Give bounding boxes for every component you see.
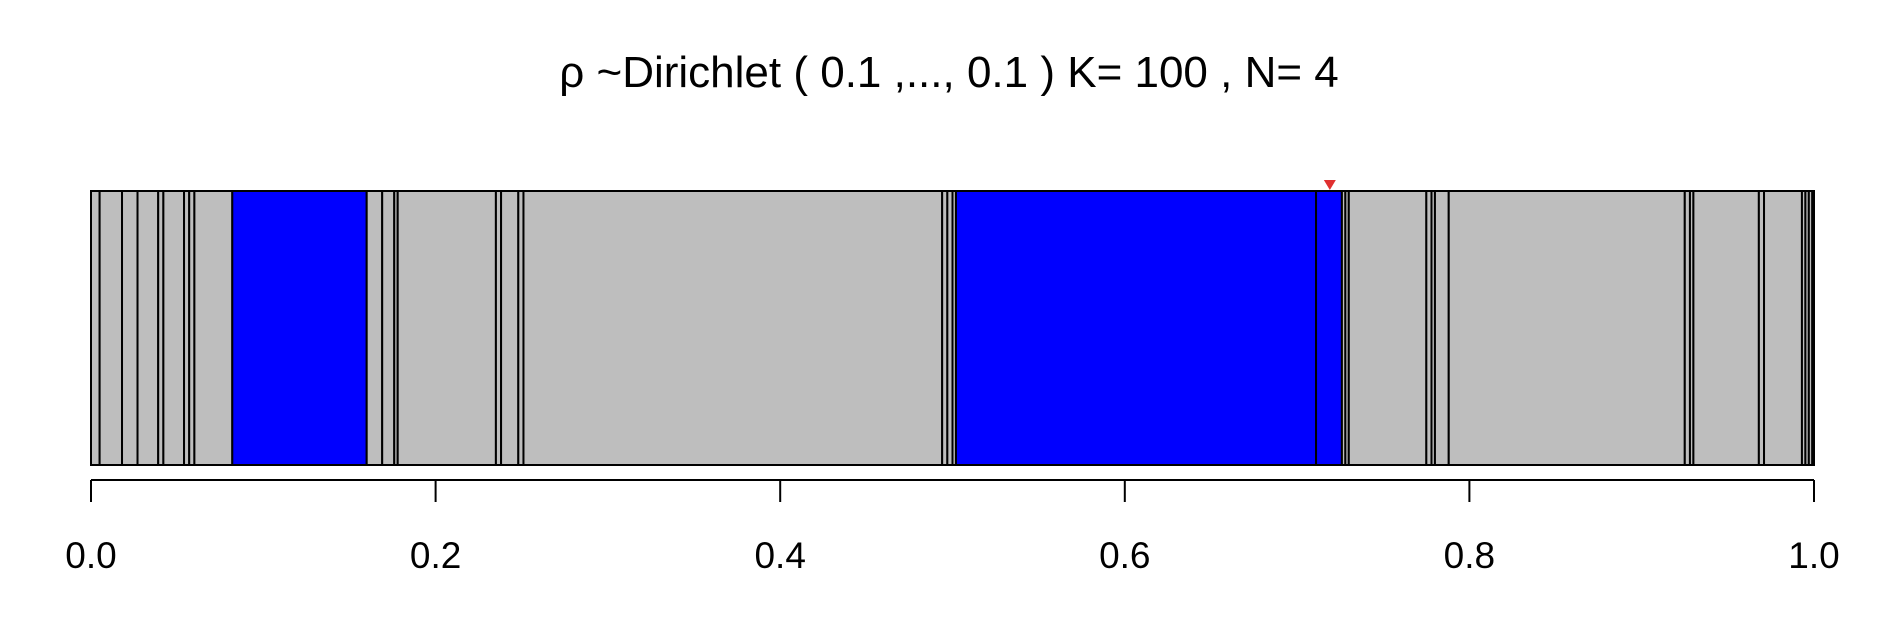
segment: [1433, 190, 1450, 466]
segment-selected: [1315, 190, 1343, 466]
segment: [381, 190, 396, 466]
segment: [365, 190, 384, 466]
segment: [98, 190, 124, 466]
segment: [1763, 190, 1803, 466]
segment: [522, 190, 944, 466]
segment: [136, 190, 160, 466]
segments-layer: [90, 190, 1815, 466]
x-tick-label: 0.4: [754, 535, 805, 576]
segment: [162, 190, 186, 466]
segment: [396, 190, 497, 466]
segment: [1447, 190, 1686, 466]
x-axis: 0.0 0.2 0.4 0.6 0.8 1.0: [65, 479, 1840, 576]
x-tick-label: 0.6: [1099, 535, 1150, 576]
segment: [121, 190, 139, 466]
segment-selected: [954, 190, 1318, 466]
segment-selected: [231, 190, 368, 466]
x-tick-label: 0.0: [65, 535, 116, 576]
x-tick-label: 0.8: [1444, 535, 1495, 576]
marker-triangle: [1323, 180, 1336, 190]
x-tick-label: 1.0: [1788, 535, 1839, 576]
segment: [500, 190, 520, 466]
segment: [1692, 190, 1760, 466]
plot-frame: [90, 190, 1815, 466]
x-tick-label: 0.2: [410, 535, 461, 576]
segment: [193, 190, 234, 466]
marker-layer: [1323, 180, 1336, 190]
segment: [90, 190, 101, 466]
chart-title: ρ ~Dirichlet ( 0.1 ,..., 0.1 ) K= 100 , …: [559, 48, 1339, 97]
segment: [1347, 190, 1428, 466]
